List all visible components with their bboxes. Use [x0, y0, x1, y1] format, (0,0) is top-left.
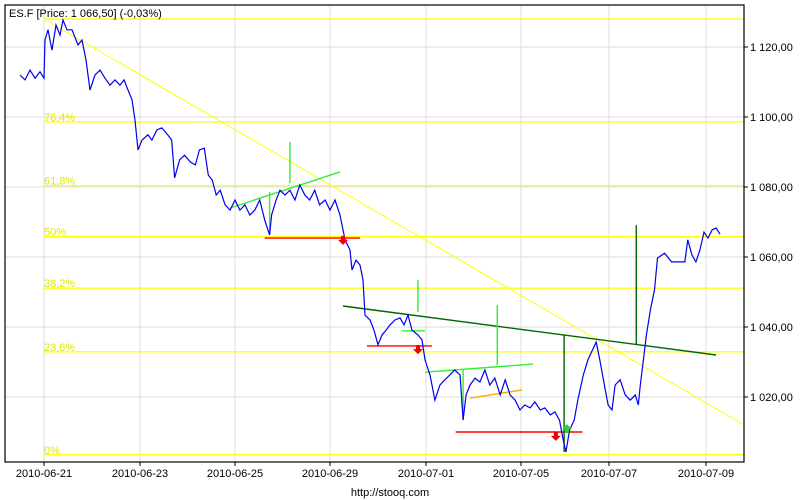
signals	[338, 235, 572, 441]
fibonacci-levels: 0% 23,6% 38,2% 50% 61,8% 76,4%	[44, 18, 744, 457]
plot-frame	[4, 4, 745, 463]
chart-title: ES.F [Price: 1 066,50] (-0,03%)	[9, 8, 162, 20]
x-tick-label: 2010-06-29	[302, 468, 358, 480]
channel-line	[469, 389, 523, 399]
y-tick-label: 1 040,00	[750, 322, 793, 334]
x-tick-label: 2010-07-05	[493, 468, 549, 480]
resistance-line	[342, 305, 717, 356]
y-tick-label: 1 020,00	[750, 392, 793, 404]
trend-line	[43, 18, 745, 426]
fib-level-label: 50%	[44, 227, 66, 239]
axes: 1 020,00 1 040,00 1 060,00 1 080,00 1 100,00…	[16, 42, 793, 480]
channel-line	[424, 363, 533, 373]
channel-line	[229, 171, 341, 209]
price-line	[19, 17, 721, 453]
fib-level-label: 38,2%	[44, 278, 75, 290]
grid	[5, 5, 744, 462]
source-link[interactable]: http://stooq.com	[351, 487, 429, 499]
y-tick-label: 1 120,00	[750, 42, 793, 54]
fib-level-label: 23,6%	[44, 342, 75, 354]
sell-arrow-icon	[413, 345, 423, 355]
fib-level-label: 76,4%	[44, 112, 75, 124]
buy-arrow-icon	[561, 424, 572, 434]
x-tick-label: 2010-07-07	[581, 468, 637, 480]
x-tick-label: 2010-07-01	[398, 468, 454, 480]
y-tick-label: 1 080,00	[750, 182, 793, 194]
y-tick-label: 1 060,00	[750, 252, 793, 264]
y-tick-label: 1 100,00	[750, 112, 793, 124]
fib-level-label: 0%	[44, 445, 60, 457]
x-tick-label: 2010-06-23	[112, 468, 168, 480]
sell-arrow-icon	[338, 235, 348, 245]
x-tick-label: 2010-06-21	[16, 468, 72, 480]
sell-arrow-icon	[550, 431, 561, 441]
fib-level-label: 61,8%	[44, 176, 75, 188]
x-tick-label: 2010-07-09	[678, 468, 734, 480]
x-tick-label: 2010-06-25	[207, 468, 263, 480]
